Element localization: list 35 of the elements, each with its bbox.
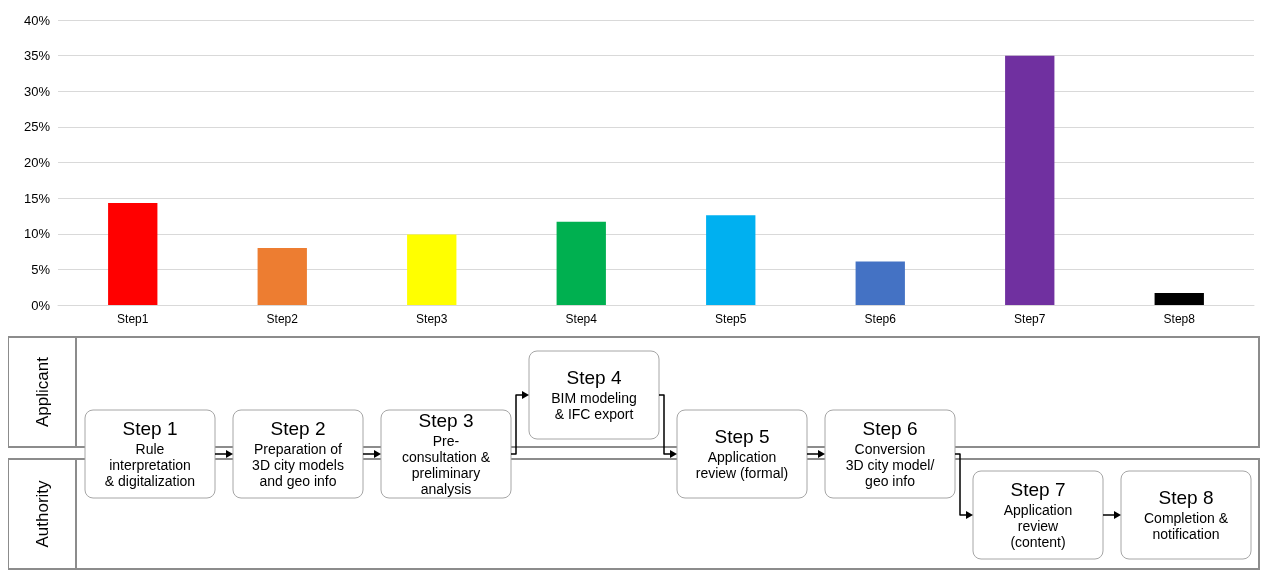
text: Step 5 Application review (formal) [695, 426, 789, 481]
x-tick-label: Step8 [1163, 312, 1196, 326]
y-tick-label: 20% [23, 155, 51, 170]
bar [1154, 292, 1204, 305]
text: Step 8 Completion & notification [1143, 487, 1229, 542]
x-tick-label: Step6 [864, 312, 897, 326]
x-tick-label: Step7 [1014, 312, 1046, 326]
x-tick-label: Step1 [117, 312, 149, 326]
text: Step 4 BIM modeling & IFC export [551, 367, 637, 422]
x-tick-label: Step2 [266, 312, 299, 326]
text: Step 3 Pre- consultation & preliminary analysis [402, 410, 491, 497]
bar [556, 221, 606, 305]
bar [1005, 55, 1055, 305]
y-tick-label: 30% [23, 83, 51, 99]
text: Step 6 Conversion 3D city model/ geo info [845, 418, 935, 489]
y-tick-label: 25% [23, 119, 51, 135]
bar [706, 215, 756, 305]
y-tick-label: 40% [23, 12, 51, 28]
x-tick-label: Step3 [416, 312, 448, 326]
y-tick-label: 35% [23, 48, 51, 64]
bar [855, 261, 905, 305]
y-tick-label: 15% [23, 190, 51, 206]
y-tick-label: 0% [31, 297, 51, 313]
text: Step 1 Rule interpretation & digitalization [104, 418, 196, 489]
x-tick-label: Step5 [715, 312, 747, 326]
text: Step 7 Application review (content) [1003, 479, 1073, 550]
y-tick-label: 10% [23, 226, 51, 242]
text: Applicant [32, 356, 52, 427]
y-tick-label: 5% [31, 261, 51, 277]
bar [407, 234, 457, 305]
bar [257, 248, 307, 305]
text: Authority [32, 479, 52, 548]
x-tick-label: Step4 [565, 312, 598, 326]
bar [108, 203, 158, 305]
text: Step 2 Preparation of 3D city models and geo info [252, 418, 344, 489]
